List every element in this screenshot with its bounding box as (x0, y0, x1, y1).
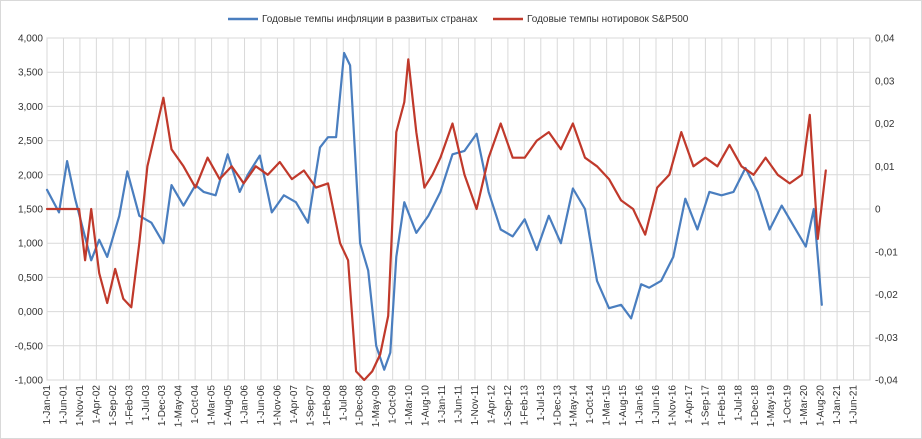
x-tick-label: 1-Jan-01 (42, 385, 53, 425)
x-tick-label: 1-Oct-19 (783, 385, 794, 424)
x-tick-label: 1-Feb-13 (519, 385, 530, 426)
x-tick-label: 1-Jul-13 (536, 385, 547, 422)
y-left-tick-label: 1,000 (18, 239, 43, 250)
x-tick-label: 1-Nov-11 (470, 385, 481, 426)
y-left-tick-label: -0,500 (15, 341, 44, 352)
x-tick-label: 1-Aug-10 (421, 385, 432, 427)
x-tick-label: 1-Mar-10 (404, 385, 415, 426)
y-left-tick-label: 3,500 (18, 68, 43, 79)
y-left-tick-label: 0,000 (18, 307, 43, 318)
x-tick-label: 1-Dec-08 (355, 385, 366, 427)
y-right-tick-label: -0,01 (875, 247, 898, 258)
x-tick-label: 1-Nov-16 (667, 385, 678, 427)
y-right-tick-label: 0,04 (875, 34, 895, 45)
x-tick-label: 1-Apr-17 (684, 385, 695, 424)
x-tick-label: 1-Oct-14 (585, 385, 596, 424)
x-tick-label: 1-Jun-16 (651, 385, 662, 425)
y-left-tick-label: 2,500 (18, 136, 43, 147)
y-right-tick-label: 0 (875, 205, 881, 216)
legend-label-inflation: Годовые темпы инфляции в развитых страна… (262, 13, 478, 25)
x-tick-label: 1-Oct-04 (190, 385, 201, 424)
y-right-tick-label: 0,03 (875, 76, 895, 87)
x-tick-label: 1-Jul-08 (338, 385, 349, 422)
grid (46, 37, 871, 381)
y-left-tick-label: 4,000 (18, 34, 43, 45)
y-axis-right: -0,04 -0,03 -0,02 -0,01 0 0,01 0,02 0,03 0,04 (875, 34, 898, 387)
y-left-tick-label: 1,500 (18, 205, 43, 216)
x-tick-label: 1-Mar-20 (799, 385, 810, 426)
x-tick-label: 1-Jan-16 (635, 385, 646, 425)
x-tick-label: 1-Feb-03 (124, 385, 135, 426)
x-tick-label: 1-Apr-07 (289, 385, 300, 424)
x-tick-label: 1-Jun-21 (849, 385, 860, 425)
x-tick-label: 1-Sep-17 (700, 385, 711, 427)
x-axis: 1-Jan-01 1-Jun-01 1-Nov-01 1-Apr-02 1-Sep-02… (42, 385, 860, 428)
y-right-tick-label: 0,02 (875, 119, 895, 130)
series-line-sp500 (45, 58, 827, 382)
x-tick-label: 1-Jun-01 (58, 385, 69, 425)
y-right-tick-label: -0,02 (875, 290, 898, 301)
y-left-tick-label: 0,500 (18, 273, 43, 284)
x-tick-label: 1-Feb-08 (322, 385, 333, 426)
x-tick-label: 1-Apr-02 (91, 385, 102, 424)
x-tick-label: 1-May-19 (766, 385, 777, 428)
x-tick-label: 1-Sep-07 (305, 385, 316, 427)
x-tick-label: 1-Dec-03 (157, 385, 168, 427)
x-tick-label: 1-Aug-15 (618, 385, 629, 427)
x-tick-label: 1-Aug-05 (223, 385, 234, 427)
series-line-inflation (45, 51, 823, 371)
x-tick-label: 1-Jan-11 (437, 385, 448, 424)
x-tick-label: 1-Sep-02 (108, 385, 119, 427)
y-left-tick-label: 2,000 (18, 170, 43, 181)
x-tick-label: 1-Jun-11 (454, 385, 465, 424)
x-tick-label: 1-Jul-03 (141, 385, 152, 422)
x-tick-label: 1-Jan-21 (832, 385, 843, 425)
y-left-tick-label: 3,000 (18, 102, 43, 113)
x-tick-label: 1-Jun-06 (256, 385, 267, 425)
y-right-tick-label: -0,03 (875, 333, 898, 344)
x-tick-label: 1-Mar-15 (602, 385, 613, 426)
x-tick-label: 1-May-14 (569, 385, 580, 428)
x-tick-label: 1-Feb-18 (717, 385, 728, 426)
x-tick-label: 1-Dec-13 (552, 385, 563, 427)
x-tick-label: 1-Nov-06 (272, 385, 283, 427)
y-right-tick-label: 0,01 (875, 162, 895, 173)
x-tick-label: 1-May-04 (174, 385, 185, 428)
x-tick-label: 1-Dec-18 (750, 385, 761, 427)
series-layer (45, 51, 827, 382)
y-left-tick-label: -1,000 (15, 376, 44, 387)
x-tick-label: 1-Nov-01 (75, 385, 86, 427)
legend: Годовые темпы инфляции в развитых страна… (228, 13, 689, 25)
x-tick-label: 1-Aug-20 (816, 385, 827, 427)
x-tick-label: 1-Mar-05 (207, 385, 218, 426)
y-axis-left: -1,000 -0,500 0,000 0,500 1,000 1,500 2,000 2,5… (15, 34, 44, 387)
x-tick-label: 1-Jul-18 (733, 385, 744, 422)
legend-label-sp500: Годовые темпы нотировок S&P500 (527, 14, 689, 25)
x-tick-label: 1-Sep-12 (503, 385, 514, 427)
x-tick-label: 1-Oct-09 (388, 385, 399, 424)
x-tick-label: 1-Apr-12 (486, 385, 497, 424)
y-right-tick-label: -0,04 (875, 376, 898, 387)
x-tick-label: 1-May-09 (371, 385, 382, 428)
x-tick-label: 1-Jan-06 (240, 385, 251, 425)
